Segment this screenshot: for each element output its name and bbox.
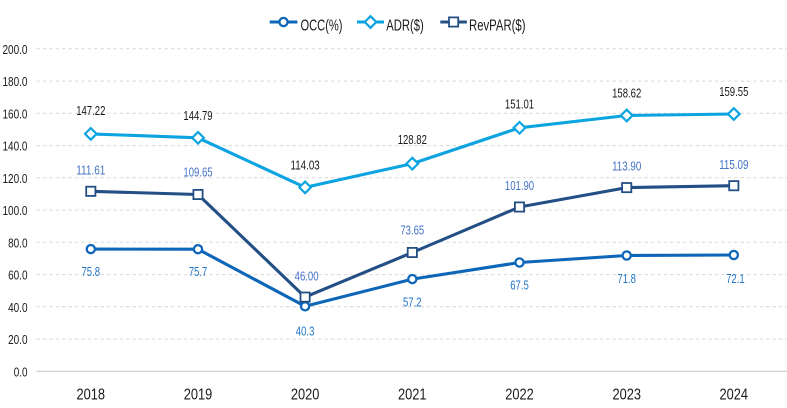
svg-text:200.0: 200.0 — [3, 42, 28, 57]
svg-text:71.8: 71.8 — [617, 272, 636, 286]
svg-text:2021: 2021 — [398, 387, 427, 404]
svg-text:72.1: 72.1 — [726, 272, 745, 286]
svg-text:OCC(%): OCC(%) — [301, 17, 343, 34]
svg-text:100.0: 100.0 — [3, 203, 28, 218]
svg-text:2019: 2019 — [184, 387, 213, 404]
svg-text:46.00: 46.00 — [295, 269, 319, 283]
svg-text:160.0: 160.0 — [3, 106, 28, 121]
svg-text:158.62: 158.62 — [612, 87, 641, 101]
svg-text:80.0: 80.0 — [8, 235, 27, 250]
svg-text:109.65: 109.65 — [183, 166, 212, 180]
svg-text:114.03: 114.03 — [291, 159, 320, 173]
svg-text:144.79: 144.79 — [183, 109, 212, 123]
svg-text:151.01: 151.01 — [505, 98, 534, 112]
svg-text:128.82: 128.82 — [398, 133, 427, 147]
svg-text:113.90: 113.90 — [612, 159, 641, 173]
svg-text:140.0: 140.0 — [3, 139, 28, 154]
svg-text:2023: 2023 — [612, 387, 641, 404]
svg-text:75.7: 75.7 — [189, 265, 208, 279]
svg-text:RevPAR($): RevPAR($) — [469, 17, 526, 34]
svg-text:0.0: 0.0 — [14, 364, 28, 379]
svg-text:120.0: 120.0 — [3, 171, 28, 186]
svg-text:2018: 2018 — [77, 387, 106, 404]
svg-text:20.0: 20.0 — [8, 332, 27, 347]
svg-text:2024: 2024 — [720, 387, 749, 404]
svg-text:ADR($): ADR($) — [386, 17, 424, 34]
svg-text:75.8: 75.8 — [82, 265, 101, 279]
svg-text:57.2: 57.2 — [403, 296, 422, 310]
svg-text:180.0: 180.0 — [3, 74, 28, 89]
svg-text:60.0: 60.0 — [8, 268, 27, 283]
svg-text:147.22: 147.22 — [76, 104, 105, 118]
svg-text:159.55: 159.55 — [719, 85, 748, 99]
svg-text:2020: 2020 — [291, 387, 320, 404]
svg-text:40.0: 40.0 — [8, 300, 27, 315]
svg-text:73.65: 73.65 — [400, 224, 424, 238]
svg-text:115.09: 115.09 — [719, 158, 748, 172]
svg-text:101.90: 101.90 — [505, 179, 534, 193]
svg-text:67.5: 67.5 — [510, 279, 529, 293]
svg-text:40.3: 40.3 — [296, 324, 315, 338]
svg-text:2022: 2022 — [505, 387, 534, 404]
svg-text:111.61: 111.61 — [76, 164, 105, 178]
